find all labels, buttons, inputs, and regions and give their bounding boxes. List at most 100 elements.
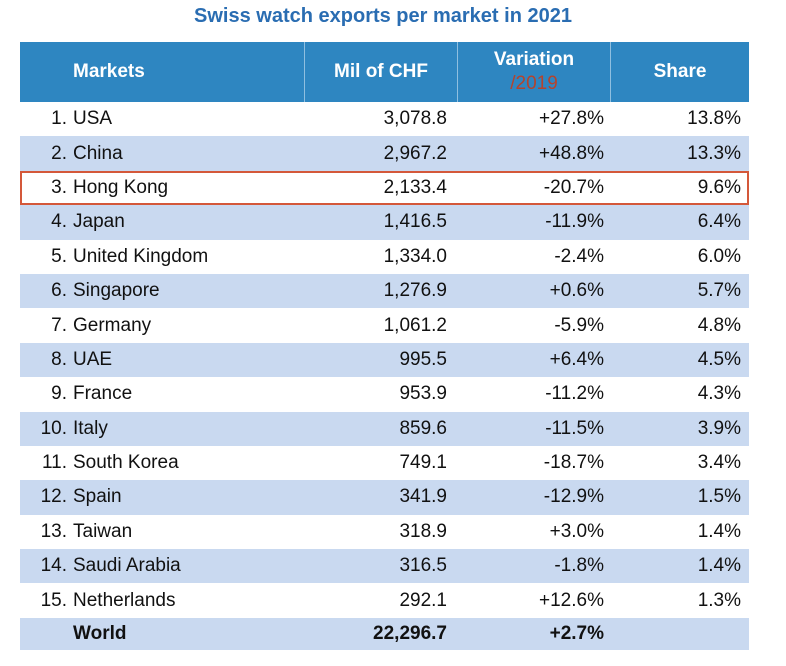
row-market: Spain — [73, 486, 122, 508]
row-share: 13.8% — [687, 108, 741, 130]
row-value: 953.9 — [399, 383, 447, 405]
header-value: Mil of CHF — [304, 42, 457, 102]
row-market: Netherlands — [73, 589, 176, 611]
table-row: 6. Singapore 1,276.9 +0.6% 5.7% — [20, 273, 749, 309]
row-share: 6.0% — [697, 245, 741, 267]
row-rank: 8. — [51, 348, 67, 370]
row-value: 1,334.0 — [383, 245, 447, 267]
row-rank: 3. — [51, 176, 67, 198]
header-share: Share — [610, 42, 749, 102]
row-rank: 5. — [51, 245, 67, 267]
row-variation: -12.9% — [543, 486, 604, 508]
row-variation: +0.6% — [549, 280, 604, 302]
total-share — [610, 618, 749, 650]
row-rank: 15. — [40, 589, 67, 611]
row-value: 316.5 — [399, 555, 447, 577]
row-market: Taiwan — [73, 520, 133, 542]
row-variation: -20.7% — [543, 176, 604, 198]
row-value: 749.1 — [399, 452, 447, 474]
row-market: Italy — [73, 417, 108, 439]
row-value: 292.1 — [399, 589, 447, 611]
row-share: 4.8% — [697, 314, 741, 336]
table-row: 13. Taiwan 318.9 +3.0% 1.4% — [20, 514, 749, 550]
row-market: Saudi Arabia — [73, 555, 181, 577]
row-value: 3,078.8 — [383, 108, 447, 130]
row-rank: 6. — [51, 280, 67, 302]
table-body: 1. USA 3,078.8 +27.8% 13.8% 2. China 2,967.2 +48… — [20, 102, 749, 618]
header-variation: Variation /2019 — [457, 42, 610, 102]
row-rank: 14. — [40, 555, 67, 577]
row-share: 1.4% — [697, 555, 741, 577]
table-row: 4. Japan 1,416.5 -11.9% 6.4% — [20, 205, 749, 240]
chart-title: Swiss watch exports per market in 2021 — [194, 5, 572, 27]
table-row: 15. Netherlands 292.1 +12.6% 1.3% — [20, 583, 749, 618]
header-markets: Markets — [73, 61, 145, 82]
total-market: World — [73, 622, 127, 644]
table-row: 2. China 2,967.2 +48.8% 13.3% — [20, 136, 749, 171]
row-value: 859.6 — [399, 417, 447, 439]
table-row: 9. France 953.9 -11.2% 4.3% — [20, 377, 749, 412]
row-value: 341.9 — [399, 486, 447, 508]
header-variation-label: Variation — [493, 49, 575, 70]
row-share: 13.3% — [687, 142, 741, 164]
row-variation: +48.8% — [539, 142, 604, 164]
table-total-row: World 22,296.7 +2.7% — [20, 617, 749, 650]
row-rank: 9. — [51, 383, 67, 405]
row-market: UAE — [73, 348, 113, 370]
row-variation: -11.5% — [545, 417, 604, 439]
row-variation: -11.9% — [545, 211, 604, 233]
row-value: 995.5 — [399, 348, 447, 370]
row-market: Germany — [73, 314, 152, 336]
table-row: 11. South Korea 749.1 -18.7% 3.4% — [20, 445, 749, 481]
row-value: 2,967.2 — [383, 142, 447, 164]
row-value: 1,061.2 — [383, 314, 447, 336]
exports-table: Markets Mil of CHF Variation /2019 Share… — [20, 42, 749, 650]
row-value: 2,133.4 — [383, 176, 447, 198]
row-variation: +12.6% — [539, 589, 604, 611]
total-value: 22,296.7 — [373, 622, 447, 644]
table-header: Markets Mil of CHF Variation /2019 Share — [20, 42, 749, 102]
row-market: United Kingdom — [73, 245, 209, 267]
row-variation: +6.4% — [549, 348, 604, 370]
row-rank: 4. — [51, 211, 67, 233]
row-market: Singapore — [73, 280, 160, 302]
row-share: 5.7% — [697, 280, 741, 302]
table-row: 1. USA 3,078.8 +27.8% 13.8% — [20, 102, 749, 137]
row-value: 1,276.9 — [383, 280, 447, 302]
table-row: 8. UAE 995.5 +6.4% 4.5% — [20, 342, 749, 378]
row-share: 4.3% — [697, 383, 741, 405]
row-variation: -11.2% — [545, 383, 604, 405]
table-row: 5. United Kingdom 1,334.0 -2.4% 6.0% — [20, 239, 749, 274]
row-rank: 10. — [40, 417, 67, 439]
row-variation: +27.8% — [539, 108, 604, 130]
row-market: Japan — [73, 211, 125, 233]
row-value: 1,416.5 — [383, 211, 447, 233]
table-row: 7. Germany 1,061.2 -5.9% 4.8% — [20, 308, 749, 343]
row-market: France — [73, 383, 133, 405]
header-variation-sub: /2019 — [510, 73, 558, 94]
table-row: 10. Italy 859.6 -11.5% 3.9% — [20, 411, 749, 446]
row-share: 1.3% — [697, 589, 741, 611]
row-rank: 7. — [51, 314, 67, 336]
row-rank: 12. — [40, 486, 67, 508]
table-row: 12. Spain 341.9 -12.9% 1.5% — [20, 480, 749, 515]
table-row: 3. Hong Kong 2,133.4 -20.7% 9.6% — [20, 170, 749, 206]
row-variation: -5.9% — [554, 314, 604, 336]
row-share: 3.9% — [697, 417, 741, 439]
row-rank: 11. — [41, 452, 67, 474]
row-share: 6.4% — [697, 211, 741, 233]
table-row: 14. Saudi Arabia 316.5 -1.8% 1.4% — [20, 549, 749, 584]
row-share: 9.6% — [697, 176, 741, 198]
row-share: 4.5% — [697, 348, 741, 370]
row-share: 1.5% — [697, 486, 741, 508]
row-rank: 13. — [40, 520, 67, 542]
row-variation: -18.7% — [543, 452, 604, 474]
total-variation: +2.7% — [549, 622, 604, 644]
row-rank: 2. — [51, 142, 67, 164]
row-rank: 1. — [51, 108, 67, 130]
row-value: 318.9 — [399, 520, 447, 542]
row-share: 3.4% — [697, 452, 741, 474]
row-market: South Korea — [73, 452, 179, 474]
row-variation: +3.0% — [549, 520, 604, 542]
row-market: USA — [73, 108, 113, 130]
